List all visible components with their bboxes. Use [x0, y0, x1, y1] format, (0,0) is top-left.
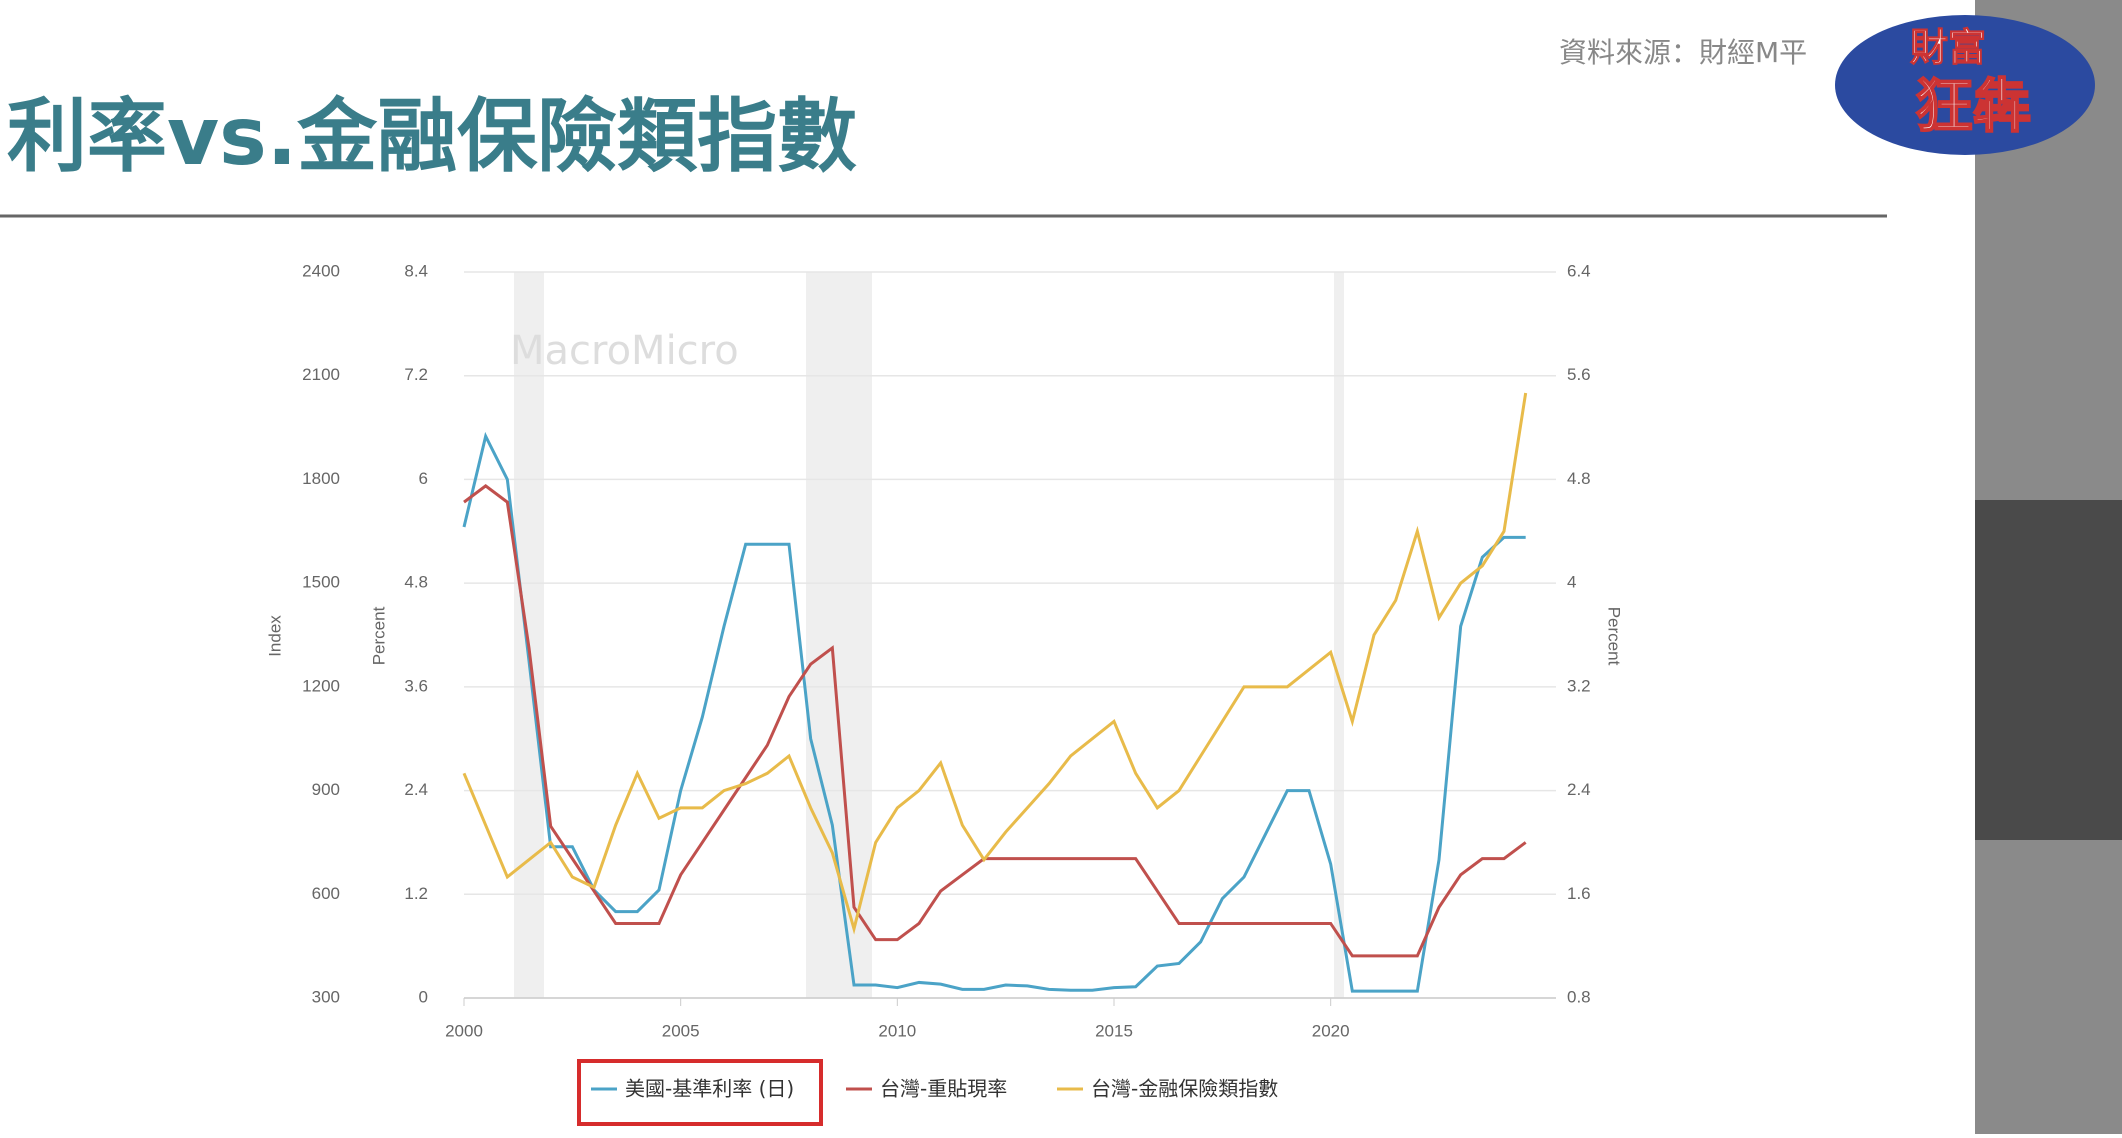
- plot: 300 600 900 1200 1500 1800 2100 2400 0 1.2 2.4 3.6 4…: [265, 261, 1623, 1100]
- y3-tick-label: 3.2: [1567, 676, 1591, 695]
- logo-badge: [1835, 15, 2095, 155]
- recession-band: [514, 272, 544, 998]
- y-tick-label: 1800: [302, 469, 340, 488]
- y3-tick-label: 0.8: [1567, 987, 1591, 1006]
- y3-tick-label: 2.4: [1567, 780, 1591, 799]
- legend-label: 美國-基準利率 (日): [625, 1077, 794, 1101]
- y3-axis-title: Percent: [1605, 607, 1624, 666]
- logo-text: 狂犇: [1915, 72, 2031, 140]
- series-line: [462, 431, 1526, 993]
- y2-tick-label: 1.2: [404, 884, 428, 903]
- recession-band: [806, 272, 872, 998]
- y-tick-label: 300: [312, 987, 340, 1006]
- y3-tick-label: 1.6: [1567, 884, 1591, 903]
- y-tick-label: 2400: [302, 261, 340, 280]
- x-tick-label: 2000: [445, 1021, 483, 1040]
- source: 資料來源：財經M平: [1559, 36, 1807, 69]
- y-tick-label: 900: [312, 780, 340, 799]
- logo-text: 財富: [1910, 26, 1986, 70]
- y2-tick-label: 6: [419, 469, 428, 488]
- y2-tick-label: 4.8: [404, 573, 428, 592]
- x-tick-label: 2020: [1312, 1021, 1350, 1040]
- legend-label: 台灣-重貼現率: [880, 1077, 1007, 1101]
- y2-tick-label: 3.6: [404, 676, 428, 695]
- series-line: [463, 484, 1527, 958]
- x-tick-label: 2010: [878, 1021, 916, 1040]
- y2-tick-label: 0: [419, 987, 428, 1006]
- y3-tick-label: 6.4: [1567, 261, 1591, 280]
- y-axis-title: Index: [265, 615, 284, 657]
- y2-axis-title: Percent: [369, 606, 388, 665]
- watermark: MacroMicro: [510, 328, 739, 374]
- y3-tick-label: 4.8: [1567, 469, 1591, 488]
- blurred-edge: [1975, 500, 2122, 840]
- y-tick-label: 1500: [302, 573, 340, 592]
- title: 利率vs.金融保險類指數: [7, 90, 857, 183]
- y2-tick-label: 8.4: [404, 261, 428, 280]
- y2-tick-label: 7.2: [404, 365, 428, 384]
- y-tick-label: 1200: [302, 676, 340, 695]
- highlight-box: [577, 1059, 823, 1126]
- x-tick-label: 2015: [1095, 1021, 1133, 1040]
- series-line: [462, 392, 1528, 935]
- y3-tick-label: 4: [1567, 573, 1576, 592]
- recession-band: [1334, 272, 1344, 998]
- legend-label: 台灣-金融保險類指數: [1091, 1077, 1278, 1101]
- y3-tick-label: 5.6: [1567, 365, 1591, 384]
- y-tick-label: 2100: [302, 365, 340, 384]
- y-tick-label: 600: [312, 884, 340, 903]
- logo: 財富 狂犇: [1835, 15, 2095, 155]
- x-tick-label: 2005: [662, 1021, 700, 1040]
- y2-tick-label: 2.4: [404, 780, 428, 799]
